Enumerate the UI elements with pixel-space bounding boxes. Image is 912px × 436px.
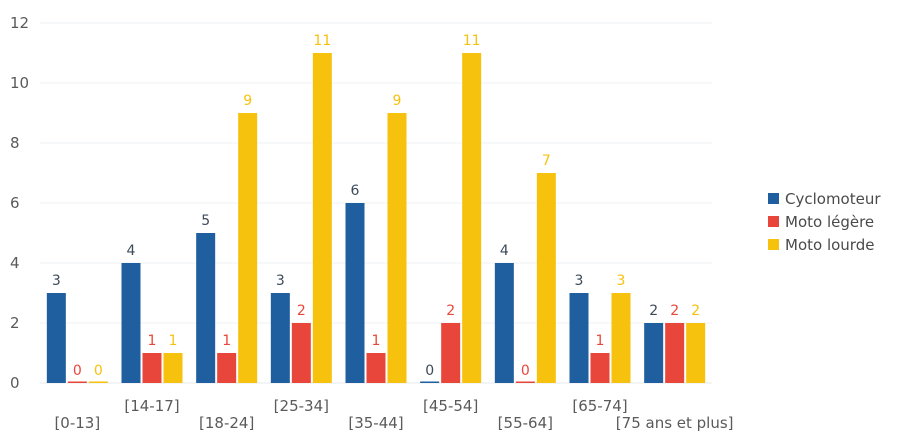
x-tick-label-5: [45-54] (423, 397, 478, 415)
bar-moto-l-g-re-8 (665, 323, 685, 383)
value-label-moto-l-g-re-6: 0 (521, 363, 530, 379)
value-label-moto-lourde-7: 3 (617, 273, 626, 289)
value-label-cyclomoteur-3: 3 (276, 273, 285, 289)
bar-moto-l-g-re-0 (67, 381, 87, 383)
bar-cyclomoteur-5 (420, 381, 440, 383)
value-label-moto-lourde-0: 0 (94, 363, 103, 379)
value-label-moto-l-g-re-7: 1 (596, 333, 605, 349)
value-label-moto-l-g-re-0: 0 (73, 363, 82, 379)
bar-moto-lourde-6 (536, 173, 556, 383)
legend-label-moto-legere: Moto légère (785, 212, 875, 231)
value-label-moto-lourde-6: 7 (542, 153, 551, 169)
x-tick-label-0: [0-13] (54, 414, 100, 432)
legend-item-moto-lourde: Moto lourde (768, 233, 881, 256)
bar-moto-l-g-re-2 (217, 353, 237, 383)
gridlines (40, 22, 712, 384)
y-tick-label-12: 12 (10, 14, 29, 32)
bar-moto-lourde-4 (387, 113, 407, 383)
legend-swatch-cyclomoteur (768, 193, 779, 204)
value-label-moto-l-g-re-2: 1 (222, 333, 231, 349)
y-axis: 0 2 4 6 8 10 12 (10, 14, 29, 392)
value-label-moto-l-g-re-4: 1 (372, 333, 381, 349)
bar-moto-l-g-re-4 (366, 353, 386, 383)
bar-cyclomoteur-8 (644, 323, 664, 383)
bar-cyclomoteur-3 (270, 293, 290, 383)
x-tick-label-8: [75 ans et plus] (616, 414, 734, 432)
x-tick-label-2: [18-24] (199, 414, 254, 432)
bar-cyclomoteur-4 (345, 203, 365, 383)
value-label-moto-lourde-3: 11 (313, 33, 331, 49)
legend-swatch-moto-legere (768, 216, 779, 227)
y-tick-label-10: 10 (10, 74, 29, 92)
value-label-cyclomoteur-1: 4 (127, 243, 136, 259)
bar-cyclomoteur-6 (494, 263, 514, 383)
x-tick-label-7: [65-74] (572, 397, 627, 415)
value-label-moto-lourde-5: 11 (463, 33, 481, 49)
bar-moto-lourde-8 (686, 323, 706, 383)
value-label-cyclomoteur-2: 5 (201, 213, 210, 229)
bar-moto-lourde-0 (88, 381, 108, 383)
value-label-moto-l-g-re-3: 2 (297, 303, 306, 319)
bar-moto-l-g-re-6 (515, 381, 535, 383)
bar-moto-lourde-1 (163, 353, 183, 383)
value-label-moto-lourde-2: 9 (243, 93, 252, 109)
x-tick-label-6: [55-64] (498, 414, 553, 432)
value-label-cyclomoteur-0: 3 (52, 273, 61, 289)
y-tick-label-8: 8 (10, 134, 20, 152)
bar-cyclomoteur-0 (46, 293, 66, 383)
bar-moto-lourde-5 (462, 53, 482, 383)
value-label-moto-l-g-re-8: 2 (670, 303, 679, 319)
y-tick-label-6: 6 (10, 194, 20, 212)
bar-cyclomoteur-2 (196, 233, 216, 383)
y-tick-label-4: 4 (10, 254, 20, 272)
legend-item-moto-legere: Moto légère (768, 210, 881, 233)
y-tick-label-2: 2 (10, 314, 20, 332)
value-label-moto-l-g-re-5: 2 (446, 303, 455, 319)
bar-moto-lourde-2 (238, 113, 258, 383)
y-tick-label-0: 0 (10, 374, 20, 392)
value-label-moto-lourde-1: 1 (169, 333, 178, 349)
legend-label-cyclomoteur: Cyclomoteur (785, 189, 881, 208)
value-label-cyclomoteur-4: 6 (351, 183, 360, 199)
x-axis: [0-13] [14-17] [18-24] [25-34] [35-44] [45-54… (54, 397, 733, 432)
bar-moto-lourde-7 (611, 293, 631, 383)
x-tick-label-1: [14-17] (124, 397, 179, 415)
x-tick-label-4: [35-44] (348, 414, 403, 432)
x-tick-label-3: [25-34] (274, 397, 329, 415)
bar-moto-l-g-re-3 (291, 323, 311, 383)
bar-moto-l-g-re-5 (441, 323, 461, 383)
legend: Cyclomoteur Moto légère Moto lourde (768, 187, 881, 256)
value-label-moto-lourde-4: 9 (393, 93, 402, 109)
value-label-cyclomoteur-8: 2 (649, 303, 658, 319)
bar-cyclomoteur-1 (121, 263, 141, 383)
value-label-cyclomoteur-5: 0 (425, 363, 434, 379)
value-label-moto-lourde-8: 2 (691, 303, 700, 319)
legend-swatch-moto-lourde (768, 239, 779, 250)
value-label-cyclomoteur-6: 4 (500, 243, 509, 259)
bars (46, 53, 706, 383)
bar-moto-l-g-re-7 (590, 353, 610, 383)
bar-moto-l-g-re-1 (142, 353, 162, 383)
legend-item-cyclomoteur: Cyclomoteur (768, 187, 881, 210)
value-label-moto-l-g-re-1: 1 (148, 333, 157, 349)
bar-cyclomoteur-7 (569, 293, 589, 383)
legend-label-moto-lourde: Moto lourde (785, 235, 875, 254)
value-label-cyclomoteur-7: 3 (575, 273, 584, 289)
bar-moto-lourde-3 (312, 53, 332, 383)
